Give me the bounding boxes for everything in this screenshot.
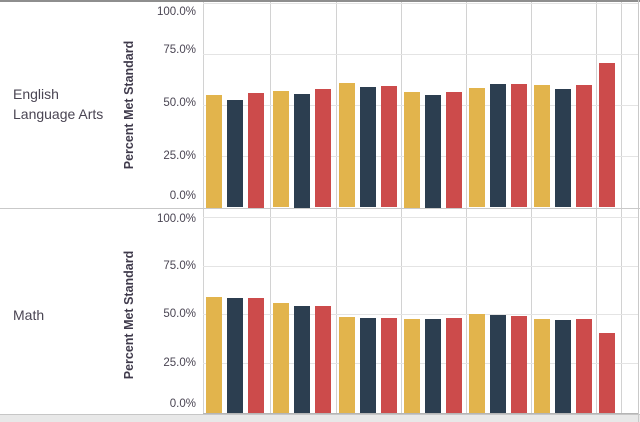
panel-divider: [401, 0, 402, 414]
bar-top-g5-gold[interactable]: [469, 87, 485, 208]
row-label-english-language-arts: English Language Arts: [13, 84, 103, 124]
row-label-line: Language Arts: [13, 106, 104, 122]
bar-top-g6-gold[interactable]: [534, 84, 550, 208]
panel-divider: [531, 0, 532, 414]
bar-bottom-g2-gold[interactable]: [273, 303, 289, 413]
panel-divider: [336, 0, 337, 414]
bar-top-g2-navy[interactable]: [294, 94, 310, 208]
bar-top-g1-navy[interactable]: [227, 100, 243, 208]
bar-bottom-g1-gold[interactable]: [206, 297, 222, 413]
bar-top-g6-navy[interactable]: [555, 88, 571, 208]
bar-bottom-g2-navy[interactable]: [294, 306, 310, 413]
y-tick-bottom-00: 0.0%: [169, 398, 196, 410]
bar-bottom-g4-gold[interactable]: [404, 318, 420, 413]
bar-bottom-g5-navy[interactable]: [490, 315, 506, 413]
bar-bottom-g1-red[interactable]: [248, 298, 264, 413]
panel-divider: [203, 0, 204, 414]
bar-bottom-g3-navy[interactable]: [360, 317, 376, 413]
top-crop-border: [0, 0, 640, 2]
gridline: [203, 105, 639, 106]
bar-top-g5-navy[interactable]: [490, 83, 506, 208]
bar-bottom-g6-red[interactable]: [576, 318, 592, 413]
gridline: [203, 363, 639, 364]
bottom-crop-strip: [0, 414, 640, 422]
bar-bottom-g3-gold[interactable]: [339, 317, 355, 413]
y-tick-bottom-1000: 100.0%: [156, 213, 196, 225]
bar-bottom-g1-navy[interactable]: [227, 298, 243, 413]
gridline: [203, 266, 639, 267]
panel-divider: [621, 0, 622, 414]
bar-bottom-g6-navy[interactable]: [555, 319, 571, 413]
bar-top-g3-navy[interactable]: [360, 86, 376, 208]
y-tick-top-00: 0.0%: [169, 190, 196, 202]
bar-top-g1-gold[interactable]: [206, 95, 222, 208]
axis-baseline: [203, 413, 639, 414]
y-tick-bottom-750: 75.0%: [163, 260, 196, 272]
bar-bottom-g6-gold[interactable]: [534, 318, 550, 413]
bar-top-g4-navy[interactable]: [425, 95, 441, 208]
row-label-math: Math: [13, 307, 45, 323]
y-tick-top-250: 25.0%: [163, 150, 196, 162]
panel-divider: [270, 0, 271, 414]
bar-top-g3-red[interactable]: [381, 85, 397, 208]
bar-bottom-g7-red[interactable]: [599, 332, 615, 413]
bar-bottom-g5-gold[interactable]: [469, 314, 485, 413]
gridline: [203, 217, 639, 218]
gridline: [203, 156, 639, 157]
bar-bottom-g2-red[interactable]: [315, 306, 331, 413]
panel-divider: [466, 0, 467, 414]
y-tick-top-500: 50.0%: [163, 97, 196, 109]
bar-top-g2-gold[interactable]: [273, 90, 289, 208]
bar-bottom-g5-red[interactable]: [511, 316, 527, 413]
bar-top-g3-gold[interactable]: [339, 82, 355, 208]
right-crop-border: [638, 0, 639, 422]
bar-top-g6-red[interactable]: [576, 84, 592, 208]
panel-divider: [596, 0, 597, 414]
y-tick-top-750: 75.0%: [163, 44, 196, 56]
bar-top-g7-red[interactable]: [599, 63, 615, 208]
bar-bottom-g4-red[interactable]: [446, 317, 462, 413]
bar-top-g2-red[interactable]: [315, 88, 331, 208]
bar-top-g1-red[interactable]: [248, 93, 264, 208]
bar-top-g4-red[interactable]: [446, 92, 462, 208]
bar-bottom-g3-red[interactable]: [381, 317, 397, 413]
y-tick-bottom-250: 25.0%: [163, 357, 196, 369]
bar-top-g5-red[interactable]: [511, 83, 527, 208]
gridline: [203, 3, 639, 4]
y-tick-top-1000: 100.0%: [156, 6, 196, 18]
bar-bottom-g4-navy[interactable]: [425, 318, 441, 413]
row-separator-line: [0, 208, 640, 209]
gridline: [203, 54, 639, 55]
gridline: [203, 314, 639, 315]
y-tick-bottom-500: 50.0%: [163, 308, 196, 320]
row-label-line: English: [13, 86, 59, 102]
bar-top-g4-gold[interactable]: [404, 92, 420, 208]
